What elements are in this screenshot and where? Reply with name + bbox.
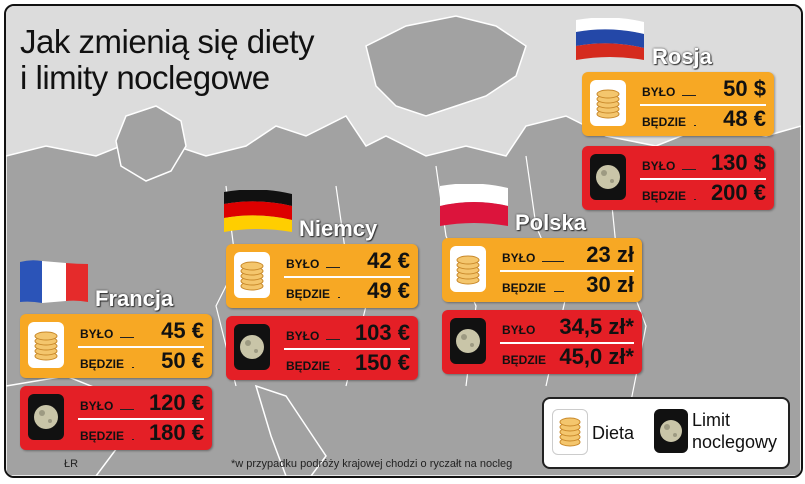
page-title: Jak zmienią się diety i limity noclegowe (20, 24, 314, 96)
coin-stack-icon (552, 409, 588, 455)
russia-dieta-bylo-value: 50 $ (723, 76, 766, 101)
germany-dieta-bylo-value: 42 € (367, 248, 410, 273)
coin-stack-icon (450, 246, 486, 292)
russia-flag-icon (576, 18, 644, 60)
poland-limit-bylo-row: BYŁO 34,5 zł* (502, 314, 634, 340)
germany-dieta-bedzie-value: 49 € (367, 278, 410, 303)
france-limit-bedzie-row: BĘDZIE 180 € (80, 420, 204, 446)
russia-limit-bedzie-value: 200 € (710, 180, 766, 205)
poland-limit-bylo-value: 34,5 zł* (559, 314, 634, 339)
germany-limit-bedzie-value: 150 € (354, 350, 410, 375)
bylo-label: BYŁO (642, 85, 676, 99)
bylo-label: BYŁO (642, 159, 676, 173)
italy (254, 384, 327, 476)
bylo-label: BYŁO (286, 329, 320, 343)
poland-flag-icon (440, 184, 508, 226)
scandinavia (365, 15, 527, 117)
country-name-poland: Polska (515, 210, 586, 235)
france-flag-icon (20, 260, 88, 303)
legend-limit-line-2: noclegowy (692, 432, 778, 452)
poland-limit-bedzie-value: 45,0 zł* (559, 344, 634, 369)
germany-dieta-box: BYŁO 42 € BĘDZIE 49 € (226, 244, 418, 308)
coin-stack-icon (234, 252, 270, 298)
country-name-germany: Niemcy (299, 216, 378, 241)
bedzie-label: BĘDZIE (80, 357, 125, 371)
poland-dieta-box: BYŁO 23 zł BĘDZIE 30 zł (442, 238, 642, 302)
bylo-label: BYŁO (80, 327, 114, 341)
moon-icon (450, 318, 486, 364)
infographic-frame: Jak zmienią się diety i limity noclegowe… (4, 4, 803, 478)
france-dieta-bylo-value: 45 € (161, 318, 204, 343)
france-dieta-bedzie-row: BĘDZIE 50 € (80, 348, 204, 374)
flag-russia (576, 18, 644, 62)
britain (115, 105, 187, 182)
bedzie-label: BĘDZIE (286, 287, 331, 301)
credit: ŁR (64, 458, 79, 470)
poland-dieta-bylo-row: BYŁO 23 zł (502, 242, 634, 268)
bedzie-label: BĘDZIE (642, 115, 687, 129)
russia-dieta-bedzie-value: 48 € (723, 106, 766, 131)
france-limit-box: BYŁO 120 € BĘDZIE 180 € (20, 386, 212, 450)
legend-dieta-label: Dieta (592, 423, 635, 443)
russia-dieta-box: BYŁO 50 $ BĘDZIE 48 € (582, 72, 774, 136)
poland-limit-bedzie-row: BĘDZIE 45,0 zł* (502, 344, 634, 370)
poland-limit-box: BYŁO 34,5 zł* BĘDZIE 45,0 zł* (442, 310, 642, 374)
bylo-label: BYŁO (286, 257, 320, 271)
flag-france (20, 260, 88, 304)
france-limit-bedzie-value: 180 € (148, 420, 204, 445)
germany-flag-icon (224, 190, 292, 232)
germany-dieta-bylo-row: BYŁO 42 € (286, 248, 410, 274)
germany-limit-bedzie-row: BĘDZIE 150 € (286, 350, 410, 376)
bedzie-label: BĘDZIE (642, 189, 687, 203)
bylo-label: BYŁO (502, 251, 536, 265)
legend: Dieta Limit noclegowy (542, 397, 790, 469)
russia-limit-bedzie-row: BĘDZIE 200 € (642, 180, 766, 206)
russia-limit-bylo-row: BYŁO 130 $ (642, 150, 766, 176)
france-limit-bylo-row: BYŁO 120 € (80, 390, 204, 416)
russia-limit-bylo-value: 130 $ (710, 150, 766, 175)
coin-stack-icon (28, 322, 64, 368)
poland-dieta-bylo-value: 23 zł (586, 242, 634, 267)
legend-limit-label: Limit noclegowy (692, 409, 777, 453)
footnote: *w przypadku podróży krajowej chodzi o r… (231, 458, 513, 470)
bylo-label: BYŁO (80, 399, 114, 413)
germany-limit-bylo-value: 103 € (354, 320, 410, 345)
country-name-russia: Rosja (652, 44, 712, 69)
title-line-1: Jak zmienią się diety (20, 23, 314, 60)
bedzie-label: BĘDZIE (502, 353, 547, 367)
moon-icon (28, 394, 64, 440)
flag-poland (440, 184, 508, 228)
germany-limit-box: BYŁO 103 € BĘDZIE 150 € (226, 316, 418, 380)
moon-icon (234, 324, 270, 370)
bedzie-label: BĘDZIE (80, 429, 125, 443)
germany-limit-bylo-row: BYŁO 103 € (286, 320, 410, 346)
russia-dieta-bedzie-row: BĘDZIE 48 € (642, 106, 766, 132)
germany-dieta-bedzie-row: BĘDZIE 49 € (286, 278, 410, 304)
bedzie-label: BĘDZIE (286, 359, 331, 373)
france-dieta-bylo-row: BYŁO 45 € (80, 318, 204, 344)
russia-limit-box: BYŁO 130 $ BĘDZIE 200 € (582, 146, 774, 210)
moon-icon (590, 154, 626, 200)
legend-limit-line-1: Limit (692, 410, 731, 430)
title-line-2: i limity noclegowe (20, 59, 270, 96)
france-dieta-box: BYŁO 45 € BĘDZIE 50 € (20, 314, 212, 378)
country-name-france: Francja (95, 286, 174, 311)
france-dieta-bedzie-value: 50 € (161, 348, 204, 373)
france-limit-bylo-value: 120 € (148, 390, 204, 415)
russia-dieta-bylo-row: BYŁO 50 $ (642, 76, 766, 102)
bedzie-label: BĘDZIE (502, 281, 547, 295)
poland-dieta-bedzie-row: BĘDZIE 30 zł (502, 272, 634, 298)
coin-stack-icon (590, 80, 626, 126)
bylo-label: BYŁO (502, 323, 536, 337)
flag-germany (224, 190, 292, 234)
moon-icon (654, 409, 688, 453)
poland-dieta-bedzie-value: 30 zł (586, 272, 634, 297)
